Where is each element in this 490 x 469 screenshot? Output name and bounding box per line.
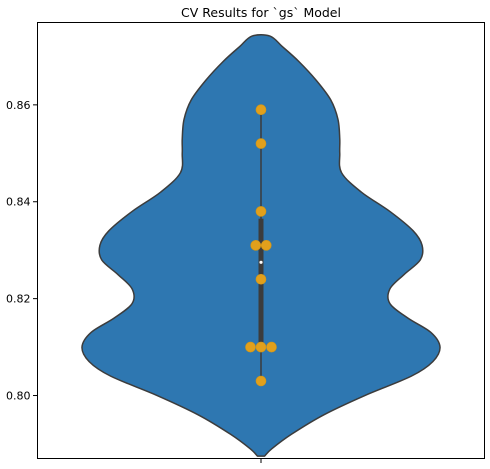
data-point — [255, 341, 267, 353]
data-point — [260, 240, 272, 251]
data-point — [266, 341, 277, 353]
data-point — [255, 375, 267, 387]
data-point — [255, 104, 267, 115]
plot-area — [81, 33, 441, 457]
data-point — [255, 206, 267, 217]
chart-title: CV Results for `gs` Model — [181, 5, 341, 20]
y-tick-label: 0.84 — [6, 196, 31, 209]
median-dot — [259, 260, 263, 264]
data-point — [245, 341, 256, 353]
data-point — [255, 138, 267, 149]
y-tick-label: 0.80 — [6, 390, 31, 403]
y-tick-label: 0.82 — [6, 293, 31, 306]
y-tick-label: 0.86 — [6, 99, 31, 112]
y-axis: 0.80 0.82 0.84 0.86 — [6, 99, 38, 403]
data-point — [255, 273, 267, 285]
data-point — [250, 240, 262, 251]
